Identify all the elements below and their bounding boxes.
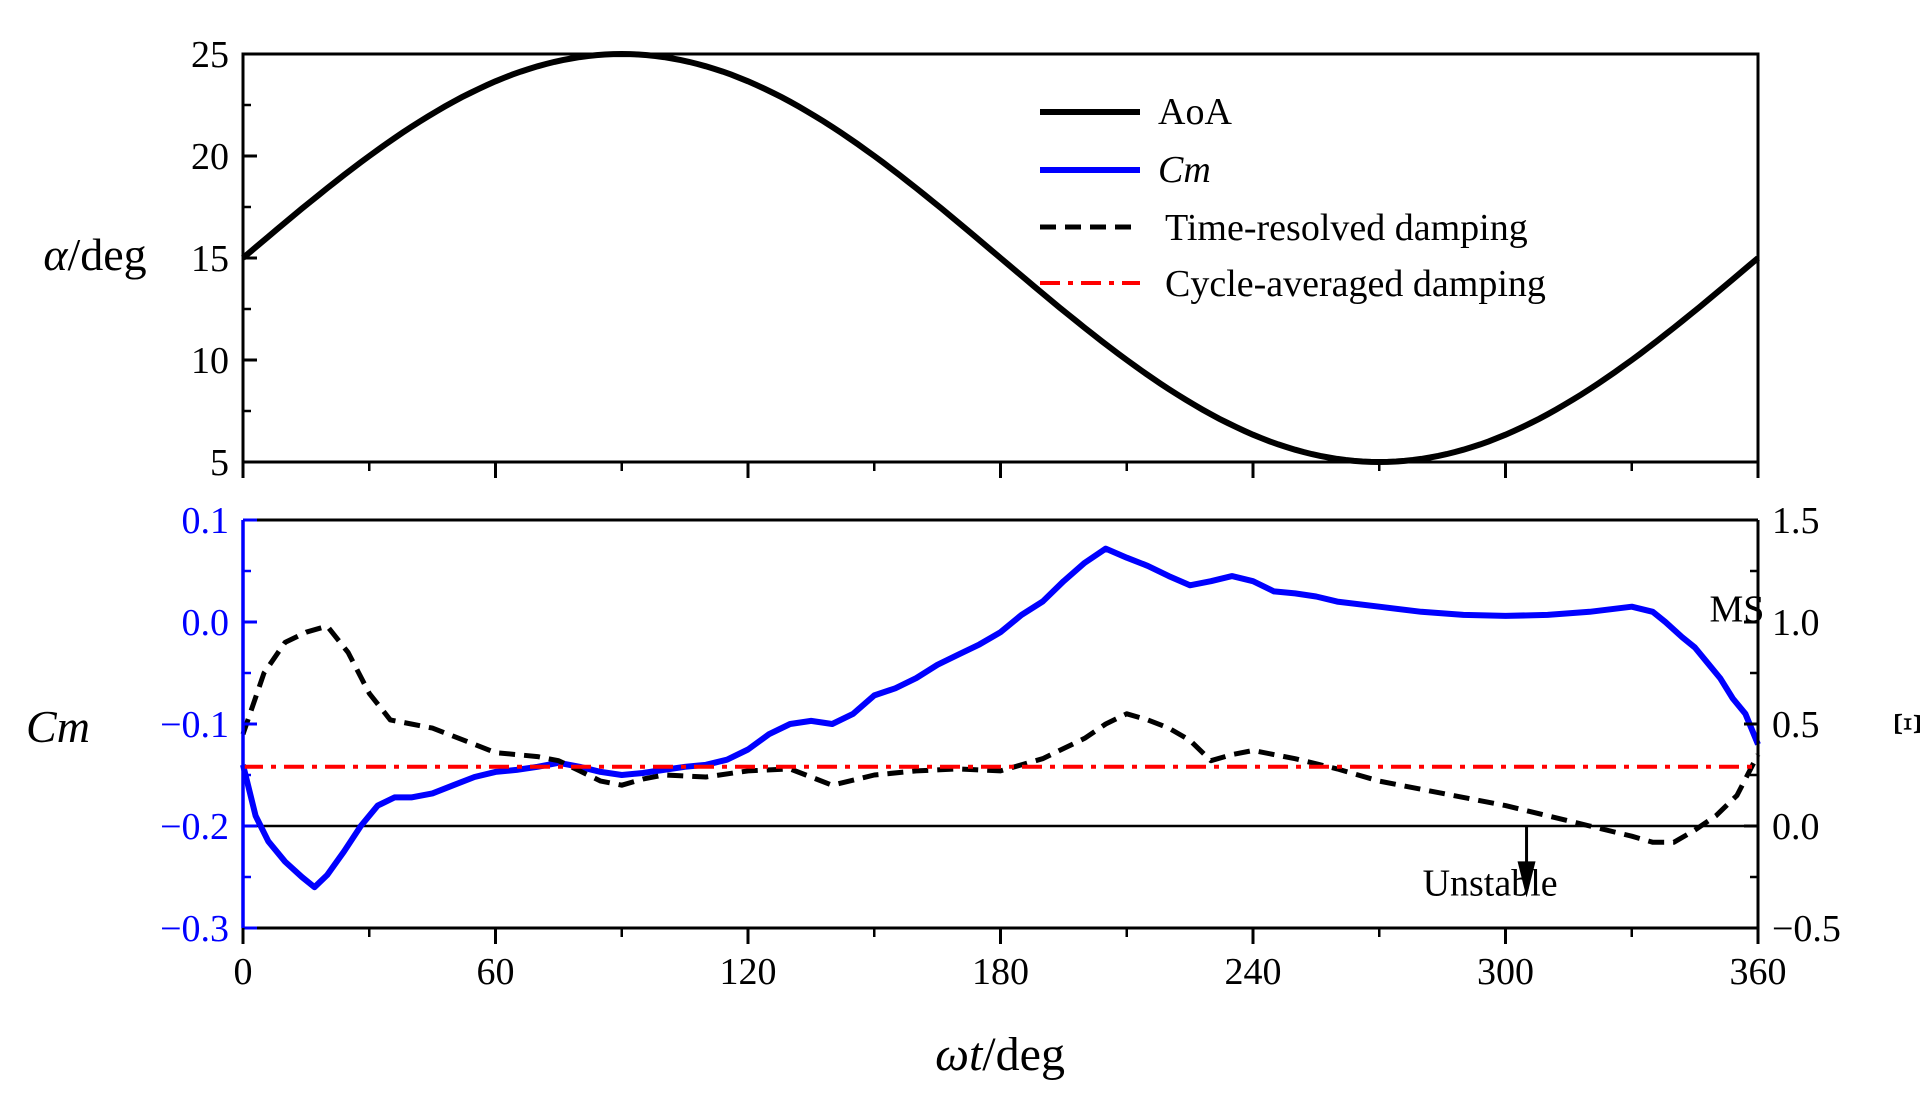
top-ylabel-greek: α — [43, 229, 68, 280]
bottom-ytick-label: 0.1 — [182, 500, 230, 542]
bottom-ytick-label: −0.3 — [160, 908, 229, 950]
bottom-xtick-label: 0 — [234, 951, 253, 993]
x-axis-label: ωt/deg — [935, 1028, 1065, 1081]
top-ytick-label: 20 — [191, 136, 229, 178]
bottom-y2tick-label: 1.5 — [1772, 500, 1820, 542]
top-ylabel: α/deg — [43, 229, 146, 280]
bottom-xtick-label: 300 — [1477, 951, 1534, 993]
bottom-y2label: Ξ — [1886, 712, 1928, 736]
top-ytick-label: 5 — [210, 442, 229, 484]
bottom-xtick-label: 360 — [1730, 951, 1787, 993]
bottom-xticks: 0 60 120 180 240 300 360 — [234, 928, 1787, 993]
bottom-y2tick-label: 0.0 — [1772, 806, 1820, 848]
top-ylabel-unit: /deg — [67, 229, 146, 280]
bottom-panel: 0.1 0.0 −0.1 −0.2 −0.3 1.5 1.0 0.5 0.0 −0.5 0 60 1… — [26, 500, 1928, 993]
legend-label-aoa: AoA — [1158, 91, 1232, 133]
bottom-y2tick-label: −0.5 — [1772, 908, 1841, 950]
bottom-ylabel: Cm — [26, 701, 90, 752]
bottom-ytick-label: −0.1 — [160, 704, 229, 746]
annotation-ms: MS — [1709, 589, 1764, 631]
bottom-ytick-label: 0.0 — [182, 602, 230, 644]
legend-label-cm: Cm — [1158, 149, 1211, 191]
series-aoa-line — [241, 50, 1760, 466]
top-panel: 5 10 15 20 25 α/deg AoA Cm Time-resolved dam… — [43, 34, 1760, 484]
top-plot-layer — [241, 50, 1760, 466]
bottom-yticks: 0.1 0.0 −0.1 −0.2 −0.3 — [160, 500, 257, 950]
bottom-xtick-label: 60 — [477, 951, 515, 993]
top-ytick-label: 25 — [191, 34, 229, 76]
series-cm-line — [240, 545, 1761, 891]
bottom-ytick-label: −0.2 — [160, 806, 229, 848]
series-time-resolved-damping-line — [240, 623, 1761, 845]
legend-label-cycle-averaged: Cycle-averaged damping — [1165, 263, 1546, 305]
bottom-plot-layer — [240, 545, 1761, 891]
unstable-arrow-head — [1517, 861, 1536, 898]
bottom-y2tick-label: 1.0 — [1772, 602, 1820, 644]
top-xticks — [241, 462, 1760, 478]
x-axis-label-greek: ωt — [935, 1028, 984, 1081]
bottom-y2tick-label: 0.5 — [1772, 704, 1820, 746]
top-ytick-label: 15 — [191, 238, 229, 280]
annotation-unstable: Unstable — [1423, 863, 1558, 905]
x-axis-label-unit: /deg — [982, 1028, 1065, 1081]
top-ytick-label: 10 — [191, 340, 229, 382]
bottom-y2ticks: 1.5 1.0 0.5 0.0 −0.5 — [1744, 500, 1841, 950]
bottom-xtick-label: 120 — [720, 951, 777, 993]
top-yticks: 5 10 15 20 25 — [191, 34, 257, 484]
bottom-xtick-label: 180 — [972, 951, 1029, 993]
legend: AoA Cm Time-resolved damping Cycle-avera… — [1040, 91, 1546, 305]
bottom-xtick-label: 240 — [1225, 951, 1282, 993]
legend-label-time-resolved: Time-resolved damping — [1165, 207, 1528, 249]
